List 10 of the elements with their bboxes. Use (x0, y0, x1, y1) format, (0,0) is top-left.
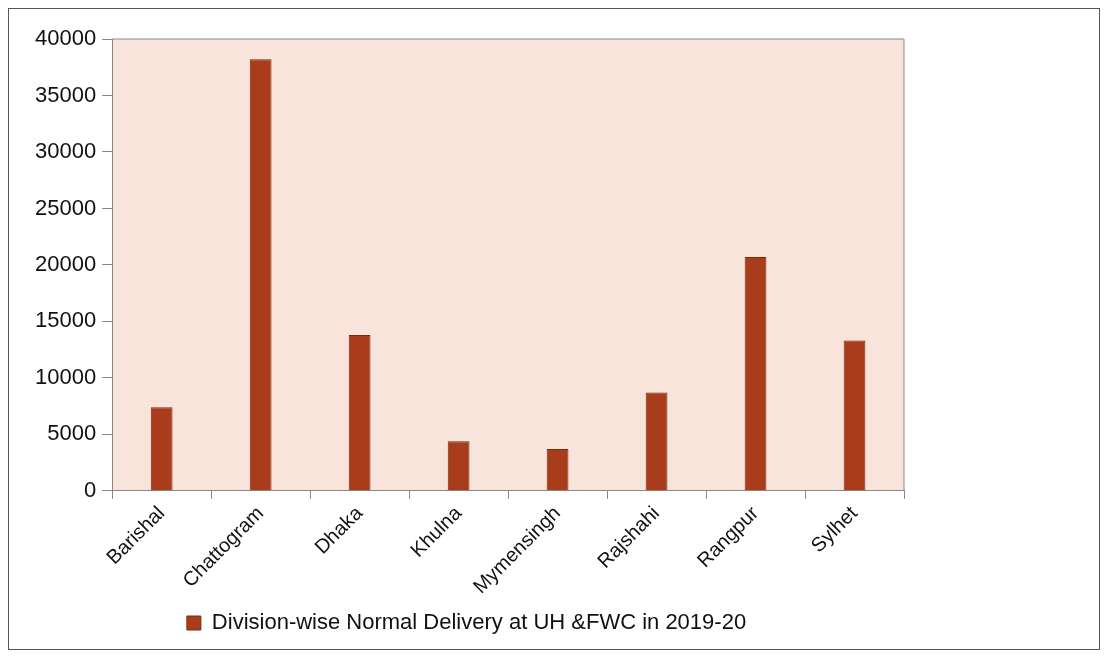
y-tick-label: 0 (83, 476, 97, 502)
y-tick-label: 15000 (34, 307, 97, 333)
y-tick-label: 5000 (47, 420, 97, 446)
y-tick-label: 25000 (34, 194, 97, 220)
y-tick-label: 10000 (34, 363, 97, 389)
y-tick-label: 20000 (34, 250, 97, 276)
legend-label: Division-wise Normal Delivery at UH &FWC in 2019-20 (211, 609, 747, 635)
y-tick-label: 40000 (34, 25, 97, 51)
y-tick-label: 35000 (34, 81, 97, 107)
y-tick-label: 30000 (34, 138, 97, 164)
